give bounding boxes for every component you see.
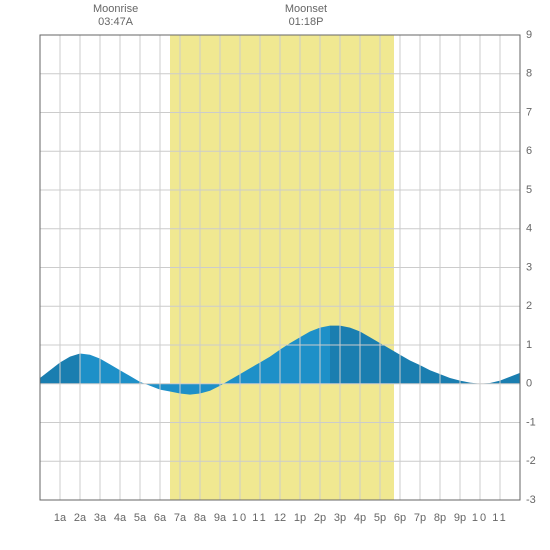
moonrise-title: Moonrise — [93, 3, 138, 15]
x-tick-label: 1p — [294, 512, 306, 524]
y-tick-label: 7 — [526, 106, 532, 118]
x-tick-label: 3p — [334, 512, 346, 524]
x-tick-label: 7p — [414, 512, 426, 524]
x-tick-label: 11 — [252, 512, 267, 524]
x-tick-label: 1a — [54, 512, 67, 524]
chart-svg: -3-2-101234567891a2a3a4a5a6a7a8a9a101112… — [0, 0, 550, 550]
grid — [40, 35, 520, 500]
x-tick-label: 4p — [354, 512, 366, 524]
y-tick-label: 1 — [526, 339, 532, 351]
x-tick-label: 5p — [374, 512, 386, 524]
y-tick-label: 0 — [526, 378, 532, 390]
x-tick-label: 11 — [492, 512, 507, 524]
moonset-time: 01:18P — [289, 16, 324, 28]
moonset-title: Moonset — [285, 3, 327, 15]
x-tick-label: 10 — [472, 512, 488, 524]
x-tick-label: 4a — [114, 512, 127, 524]
x-tick-label: 9a — [214, 512, 227, 524]
x-tick-label: 2p — [314, 512, 326, 524]
x-tick-label: 2a — [74, 512, 87, 524]
y-tick-label: -2 — [526, 455, 536, 467]
y-tick-label: 6 — [526, 145, 532, 157]
x-tick-label: 6p — [394, 512, 406, 524]
y-tick-label: 2 — [526, 300, 532, 312]
y-tick-label: -1 — [526, 416, 536, 428]
x-tick-label: 9p — [454, 512, 466, 524]
y-tick-label: 5 — [526, 184, 532, 196]
y-tick-label: 3 — [526, 261, 532, 273]
moonrise-time: 03:47A — [98, 16, 133, 28]
x-tick-label: 6a — [154, 512, 167, 524]
x-tick-label: 12 — [274, 512, 286, 524]
y-tick-label: -3 — [526, 494, 536, 506]
moonset-label: Moonset 01:18P — [276, 3, 336, 29]
y-tick-label: 9 — [526, 29, 532, 41]
tide-chart: Moonrise 03:47A Moonset 01:18P -3-2-1012… — [0, 0, 550, 550]
y-tick-label: 8 — [526, 68, 532, 80]
tide-area-segment — [330, 326, 520, 384]
x-tick-label: 10 — [232, 512, 248, 524]
x-tick-label: 8a — [194, 512, 207, 524]
y-tick-label: 4 — [526, 223, 532, 235]
x-tick-label: 5a — [134, 512, 147, 524]
x-tick-label: 8p — [434, 512, 446, 524]
x-tick-label: 3a — [94, 512, 107, 524]
moonrise-label: Moonrise 03:47A — [86, 3, 146, 29]
x-tick-label: 7a — [174, 512, 187, 524]
